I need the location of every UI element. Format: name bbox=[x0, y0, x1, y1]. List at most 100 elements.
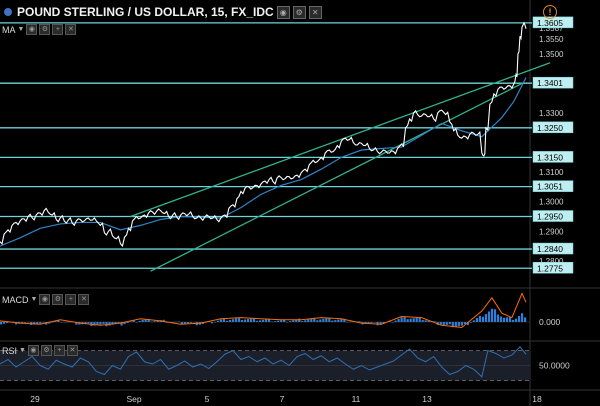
settings-icon[interactable]: ⚙ bbox=[292, 5, 306, 19]
macd-indicator-label[interactable]: MACD ▼ ◉ ⚙ + ✕ bbox=[2, 294, 90, 305]
macd-hist-bar bbox=[213, 322, 217, 323]
warning-icon[interactable]: ! bbox=[543, 5, 557, 19]
macd-hist-bar bbox=[96, 322, 99, 326]
level-price-label: 1.3051 bbox=[537, 182, 563, 192]
price-tick-label: 1.3300 bbox=[539, 109, 564, 118]
macd-hist-bar bbox=[397, 318, 400, 322]
macd-hist-bar bbox=[69, 321, 72, 323]
macd-hist-bar bbox=[153, 321, 156, 322]
macd-hist-bar bbox=[313, 317, 316, 322]
chevron-down-icon[interactable]: ▼ bbox=[19, 347, 26, 354]
chevron-down-icon[interactable]: ▼ bbox=[30, 296, 38, 303]
macd-hist-bar bbox=[237, 317, 241, 322]
macd-hist-bar bbox=[24, 322, 27, 323]
level-price-box bbox=[532, 151, 574, 163]
close-icon[interactable]: ✕ bbox=[78, 294, 90, 305]
macd-hist-bar bbox=[442, 322, 445, 326]
macd-hist-bar bbox=[39, 322, 42, 324]
macd-hist-bar bbox=[138, 320, 141, 322]
macd-hist-bar bbox=[27, 322, 30, 323]
close-icon[interactable]: ✕ bbox=[65, 24, 77, 35]
close-icon[interactable]: ✕ bbox=[308, 5, 322, 19]
channel-lower-line bbox=[150, 82, 523, 272]
settings-icon[interactable]: ⚙ bbox=[40, 345, 52, 356]
price-tick-label: 1.3550 bbox=[539, 35, 564, 44]
macd-hist-bar bbox=[102, 322, 105, 324]
x-axis-label: 29 bbox=[30, 394, 40, 404]
macd-hist-bar bbox=[487, 311, 491, 322]
macd-hist-bar bbox=[409, 318, 412, 322]
macd-hist-bar bbox=[51, 322, 54, 323]
level-price-box bbox=[532, 262, 574, 274]
macd-hist-bar bbox=[258, 320, 262, 322]
macd-hist-bar bbox=[394, 320, 397, 322]
macd-hist-bar bbox=[358, 321, 361, 322]
eye-icon[interactable]: ◉ bbox=[276, 5, 290, 19]
macd-hist-bar bbox=[346, 321, 349, 323]
macd-hist-bar bbox=[451, 322, 454, 328]
macd-hist-bar bbox=[406, 319, 409, 322]
close-icon[interactable]: ✕ bbox=[66, 345, 78, 356]
macd-hist-bar bbox=[261, 319, 265, 322]
macd-hist-bar bbox=[340, 319, 343, 322]
macd-hist-bar bbox=[439, 322, 442, 326]
level-price-label: 1.2840 bbox=[537, 244, 563, 254]
macd-label: MACD bbox=[2, 294, 29, 305]
settings-icon[interactable]: ⚙ bbox=[52, 294, 64, 305]
price-tick-label: 1.3000 bbox=[539, 198, 564, 207]
macd-hist-bar bbox=[171, 322, 174, 323]
macd-hist-bar bbox=[277, 320, 280, 322]
macd-hist-bar bbox=[520, 313, 524, 322]
macd-hist-bar bbox=[180, 322, 183, 325]
macd-hist-bar bbox=[421, 320, 424, 322]
macd-hist-bar bbox=[228, 320, 232, 322]
ma-indicator-label[interactable]: MA ▼ ◉ ⚙ + ✕ bbox=[2, 24, 77, 35]
macd-hist-bar bbox=[415, 317, 418, 322]
macd-hist-bar bbox=[84, 322, 87, 324]
macd-hist-bar bbox=[427, 320, 430, 322]
eye-icon[interactable]: ◉ bbox=[27, 345, 39, 356]
macd-hist-bar bbox=[135, 322, 138, 323]
macd-hist-bar bbox=[120, 322, 123, 326]
macd-hist-bar bbox=[454, 322, 457, 327]
macd-hist-bar bbox=[319, 319, 322, 322]
macd-hist-bar bbox=[108, 322, 111, 326]
macd-hist-bar bbox=[493, 309, 497, 322]
x-axis-label: 5 bbox=[205, 394, 210, 404]
macd-hist-bar bbox=[400, 317, 403, 322]
macd-hist-bar bbox=[469, 322, 472, 323]
macd-hist-bar bbox=[316, 320, 319, 322]
add-icon[interactable]: + bbox=[53, 345, 65, 356]
macd-hist-bar bbox=[162, 319, 165, 322]
macd-hist-bar bbox=[144, 319, 147, 322]
macd-hist-bar bbox=[508, 316, 512, 322]
settings-icon[interactable]: ⚙ bbox=[39, 24, 51, 35]
x-axis-label: 7 bbox=[280, 394, 285, 404]
level-price-box bbox=[532, 121, 574, 134]
eye-icon[interactable]: ◉ bbox=[26, 24, 38, 35]
macd-hist-bar bbox=[6, 322, 9, 324]
rsi-indicator-label[interactable]: RSI ▼ ◉ ⚙ + ✕ bbox=[2, 345, 78, 356]
x-axis-label: 11 bbox=[352, 394, 361, 404]
level-price-box bbox=[532, 180, 574, 192]
macd-hist-bar bbox=[15, 322, 18, 325]
macd-hist-bar bbox=[433, 321, 436, 322]
chevron-down-icon[interactable]: ▼ bbox=[17, 26, 25, 33]
macd-hist-bar bbox=[114, 322, 117, 324]
macd-hist-bar bbox=[301, 321, 304, 322]
macd-hist-bar bbox=[304, 320, 307, 322]
macd-hist-bar bbox=[505, 317, 509, 322]
macd-hist-bar bbox=[246, 319, 250, 322]
add-icon[interactable]: + bbox=[65, 294, 77, 305]
macd-hist-bar bbox=[403, 316, 406, 322]
macd-hist-bar bbox=[87, 322, 90, 324]
chart-title: POUND STERLING / US DOLLAR, 15, FX_IDC bbox=[17, 5, 274, 19]
add-icon[interactable]: + bbox=[52, 24, 64, 35]
x-axis-label: 18 bbox=[532, 394, 542, 404]
eye-icon[interactable]: ◉ bbox=[39, 294, 51, 305]
macd-line bbox=[0, 292, 527, 329]
macd-hist-bar bbox=[0, 322, 3, 325]
macd-hist-bar bbox=[66, 321, 69, 323]
macd-hist-bar bbox=[412, 318, 415, 322]
